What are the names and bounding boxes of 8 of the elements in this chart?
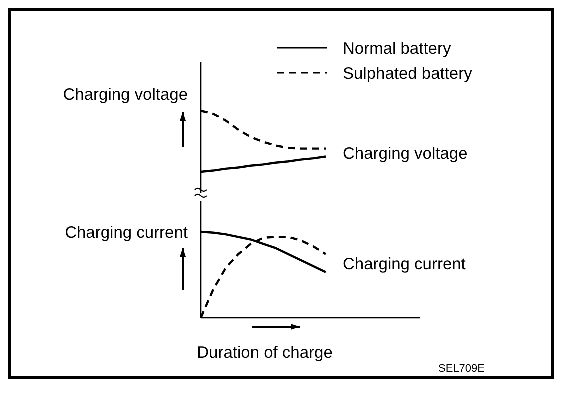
- y-axis-title: Charging current: [65, 224, 188, 242]
- y-axis-title: Charging voltage: [63, 86, 188, 104]
- x-axis-title: Duration of charge: [197, 344, 333, 362]
- text: SEL709E: [438, 363, 485, 375]
- legend-label: Sulphated battery: [343, 65, 474, 83]
- text: Charging current: [343, 255, 466, 274]
- text: Charging voltage: [343, 144, 468, 163]
- legend-label: Normal battery: [343, 40, 452, 58]
